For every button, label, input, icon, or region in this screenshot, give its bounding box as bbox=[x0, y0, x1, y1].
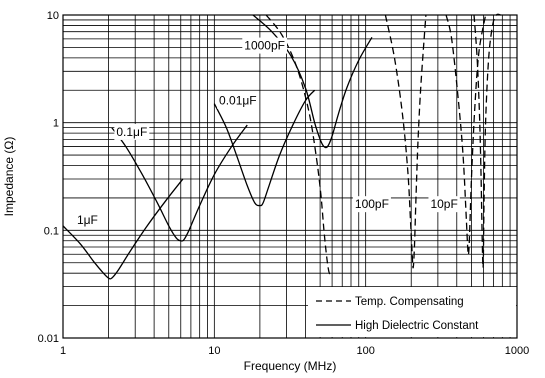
legend-box bbox=[308, 287, 516, 337]
x-tick-label: 1 bbox=[60, 345, 66, 357]
curve-labels: 1μF 0.1μF 0.01μF 1000pF 100pF 10pF bbox=[74, 37, 460, 228]
curve-label-bg bbox=[217, 92, 259, 109]
curve-label-100pf: 100pF bbox=[352, 196, 391, 213]
curve-label-10pf: 10pF bbox=[428, 196, 460, 213]
y-tick-label: 0.1 bbox=[44, 225, 59, 237]
x-tick-label: 1000 bbox=[505, 345, 529, 357]
curve-label-bg bbox=[114, 123, 150, 140]
curves bbox=[62, 13, 501, 280]
series-10pf-dashed bbox=[473, 13, 501, 269]
curve-label-text: 0.1μF bbox=[116, 125, 147, 139]
curve-label-bg bbox=[428, 196, 460, 213]
curve-label-1000pf: 1000pF bbox=[242, 37, 287, 54]
series-10pf-dashed bbox=[445, 14, 487, 256]
series-0.1uf-solid bbox=[111, 124, 248, 242]
curve-label-bg bbox=[242, 37, 287, 54]
grid bbox=[63, 15, 517, 338]
x-tick-label: 100 bbox=[356, 345, 374, 357]
curve-label-0.1uf: 0.1μF bbox=[114, 123, 150, 140]
curve-label-text: 0.01μF bbox=[219, 94, 257, 108]
series-100pf-dashed bbox=[384, 14, 427, 269]
legend-label-temp-compensating: Temp. Compensating bbox=[355, 296, 464, 308]
x-axis-title: Frequency (MHz) bbox=[244, 359, 337, 373]
y-axis-title: Impedance (Ω) bbox=[2, 137, 16, 217]
curve-label-text: 1000pF bbox=[244, 39, 285, 53]
x-tick-label: 10 bbox=[208, 345, 220, 357]
curve-label-1uf: 1μF bbox=[74, 211, 100, 228]
series-1000pf-dashed bbox=[265, 14, 331, 275]
curve-label-text: 10pF bbox=[430, 197, 457, 211]
y-tick-label: 1 bbox=[53, 118, 59, 130]
legend-label-high-dielectric: High Dielectric Constant bbox=[355, 320, 479, 332]
tick-labels: 1 10 100 1000 0.01 0.1 1 10 bbox=[38, 10, 530, 357]
series-0.01uf-solid bbox=[213, 89, 316, 207]
series-1uf-solid bbox=[62, 178, 184, 280]
curve-label-text: 100pF bbox=[355, 197, 389, 211]
curve-label-bg bbox=[352, 196, 391, 213]
curve-label-bg bbox=[74, 211, 100, 228]
curve-label-0.01uf: 0.01μF bbox=[217, 92, 259, 109]
legend: Temp. Compensating High Dielectric Const… bbox=[308, 287, 516, 337]
curve-label-text: 1μF bbox=[77, 213, 98, 227]
y-tick-label: 10 bbox=[47, 10, 59, 22]
series-1000pf-solid bbox=[252, 14, 373, 149]
plot-frame bbox=[62, 14, 518, 339]
y-tick-label: 0.01 bbox=[38, 333, 59, 345]
